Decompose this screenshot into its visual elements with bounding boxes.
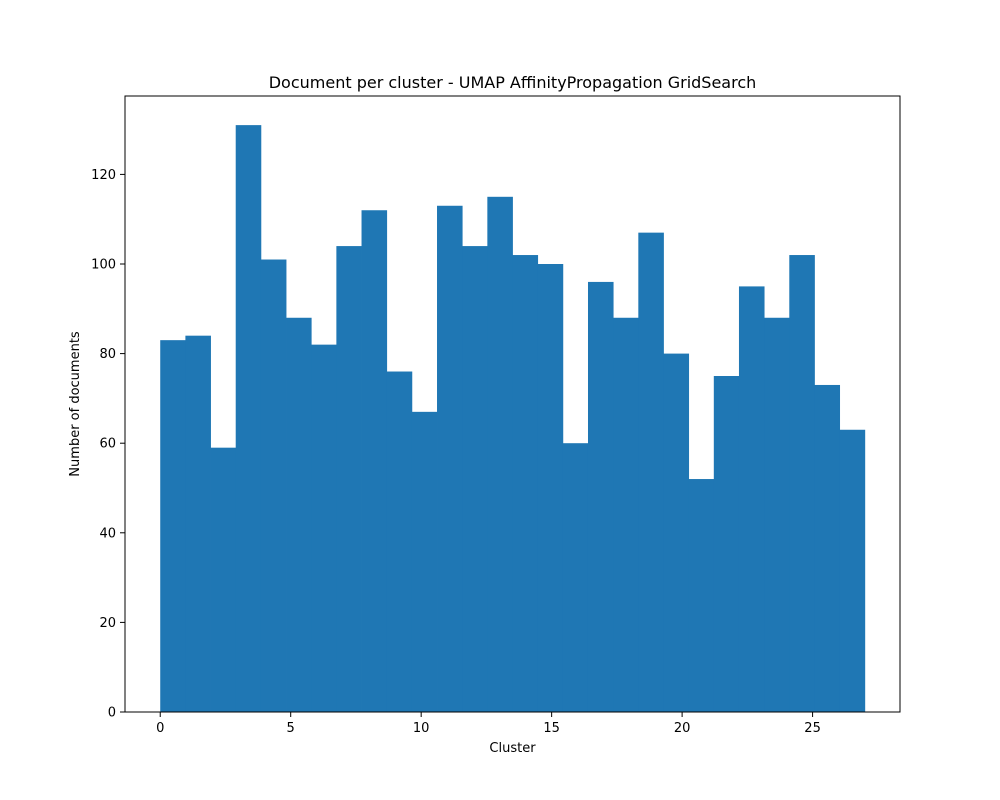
chart-title: Document per cluster - UMAP AffinityProp… xyxy=(269,73,757,92)
x-tick-label: 5 xyxy=(287,721,295,736)
x-tick-label: 15 xyxy=(543,721,560,736)
bar-bin-5 xyxy=(286,317,312,712)
bar-bin-24 xyxy=(764,317,790,712)
bar-bin-18 xyxy=(613,317,639,712)
y-axis: 0 20 40 60 80 100 120 xyxy=(91,168,125,721)
y-tick-label: 40 xyxy=(99,526,116,541)
x-tick-label: 10 xyxy=(413,721,430,736)
bar-bin-17 xyxy=(587,281,614,712)
y-tick-label: 0 xyxy=(108,706,116,721)
bar-bin-12 xyxy=(462,246,488,712)
y-tick-label: 120 xyxy=(91,168,116,183)
bar-bin-26 xyxy=(814,384,841,712)
y-tick-label: 60 xyxy=(99,437,116,452)
x-tick-label: 25 xyxy=(804,721,821,736)
bar-bin-13 xyxy=(487,196,513,713)
y-axis-label: Number of documents xyxy=(68,331,83,477)
bar-bin-19 xyxy=(638,232,664,712)
bar-bin-25 xyxy=(789,255,815,713)
plot-frame xyxy=(124,95,901,713)
bar-bin-21 xyxy=(688,479,715,712)
bar-bin-8 xyxy=(361,210,388,713)
bar-bin-7 xyxy=(336,246,362,712)
bar-bin-23 xyxy=(738,286,765,712)
bar-bin-0 xyxy=(160,340,186,712)
bars-group xyxy=(160,125,866,713)
bar-bin-20 xyxy=(663,353,690,712)
y-tick-label: 20 xyxy=(99,616,116,631)
bar-bin-2 xyxy=(210,447,237,712)
y-tick-label: 100 xyxy=(91,258,116,273)
bar-bin-3 xyxy=(235,125,262,713)
bar-bin-4 xyxy=(260,259,287,712)
x-axis: 0 5 10 15 20 25 xyxy=(156,712,821,736)
bar-bin-16 xyxy=(562,443,589,712)
x-tick-label: 0 xyxy=(156,721,164,736)
x-axis-label: Cluster xyxy=(489,741,536,756)
bar-bin-11 xyxy=(437,205,463,712)
bar-bin-9 xyxy=(386,371,413,712)
bar-bin-10 xyxy=(411,411,438,712)
bar-bin-6 xyxy=(311,344,337,712)
bar-bin-27 xyxy=(839,429,866,712)
x-tick-label: 20 xyxy=(674,721,691,736)
bar-bin-15 xyxy=(537,264,564,712)
y-tick-label: 80 xyxy=(99,347,116,362)
bar-bin-22 xyxy=(713,376,740,712)
bar-bin-1 xyxy=(185,335,211,712)
bar-bin-14 xyxy=(512,255,539,713)
